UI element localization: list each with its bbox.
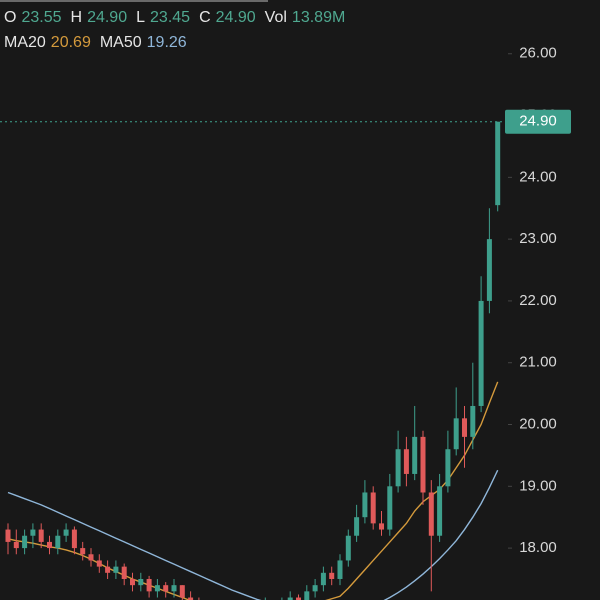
y-tick-label: 20.00 [519, 415, 557, 432]
price-axis: 18.0019.0020.0021.0022.0023.0024.0025.00… [505, 45, 571, 556]
ma-line [7, 469, 499, 600]
candle-body [379, 523, 384, 530]
candle-body [287, 597, 293, 600]
candle-body [370, 492, 376, 524]
candle-body [146, 578, 152, 592]
candle-body [121, 566, 127, 579]
candle-body [478, 300, 484, 406]
candle-body [30, 529, 36, 536]
candle-body [113, 566, 119, 573]
candle-body [337, 560, 343, 579]
quote-label: Vol [264, 9, 287, 26]
ma-label: MA20 [4, 34, 46, 51]
candle-body [38, 529, 44, 542]
last-price-label: 24.90 [519, 113, 557, 130]
candle-body [105, 566, 111, 573]
candle-body [96, 560, 102, 567]
ma-legend: MA20 20.69 MA50 19.26 [4, 34, 191, 52]
candle-body [55, 535, 61, 549]
y-tick-label: 21.00 [519, 354, 557, 371]
candle-body [130, 578, 135, 586]
candle-body [486, 239, 492, 301]
candle-body [420, 436, 426, 493]
quote-value: 23.45 [150, 9, 191, 26]
plot-area [0, 121, 505, 600]
candle-body [412, 436, 418, 474]
candle-body [88, 554, 94, 561]
ma-label: MA50 [99, 34, 142, 51]
candle-body [312, 585, 318, 592]
quote-legend: O 23.55 H 24.90 L 23.45 C 24.90 Vol 13.89M [4, 9, 349, 27]
quote-label: L [136, 9, 146, 26]
candle-body [13, 541, 19, 549]
candle-body [304, 591, 310, 600]
candle-body [403, 449, 409, 474]
candle-body [329, 572, 335, 579]
candle-body [395, 449, 401, 487]
last-price-box [505, 109, 571, 134]
candle-body [22, 535, 28, 549]
quote-value: 24.90 [215, 9, 256, 26]
candle-body [495, 121, 501, 206]
y-tick-label: 26.00 [519, 45, 557, 62]
ma-value: 19.26 [146, 34, 187, 51]
quote-label: O [4, 9, 17, 26]
quote-label: C [199, 9, 211, 26]
quote-label: H [70, 9, 83, 26]
y-tick-label: 24.00 [519, 168, 557, 185]
quote-value: 23.55 [21, 9, 62, 26]
candle-body [71, 529, 77, 549]
candle-body [387, 486, 393, 530]
candle-body [320, 572, 326, 586]
y-tick-label: 19.00 [519, 477, 557, 494]
candle-body [354, 517, 360, 536]
candle-body [188, 597, 194, 600]
candle-body [163, 585, 169, 592]
candle-body [462, 418, 467, 437]
quote-value: 24.90 [87, 9, 128, 26]
candle-body [453, 418, 459, 450]
y-tick-label: 23.00 [519, 230, 557, 247]
candle-body [80, 548, 86, 555]
candle-body [345, 535, 351, 561]
ma-value: 20.69 [50, 34, 91, 51]
candle-body [47, 541, 52, 549]
candle-body [437, 486, 443, 536]
candle-body [445, 449, 451, 487]
candle-body [296, 597, 301, 600]
candle-body [428, 492, 434, 536]
candle-body [154, 585, 160, 592]
candle-body [138, 578, 144, 586]
candle-body [179, 585, 185, 598]
y-tick-label: 18.00 [519, 539, 557, 556]
candle-body [470, 405, 476, 437]
y-tick-label: 22.00 [519, 292, 557, 309]
candle-body [63, 529, 69, 536]
quote-value: 13.89M [291, 9, 346, 26]
candle-body [171, 585, 177, 592]
candle-body [362, 492, 368, 518]
candle-body [5, 529, 11, 542]
